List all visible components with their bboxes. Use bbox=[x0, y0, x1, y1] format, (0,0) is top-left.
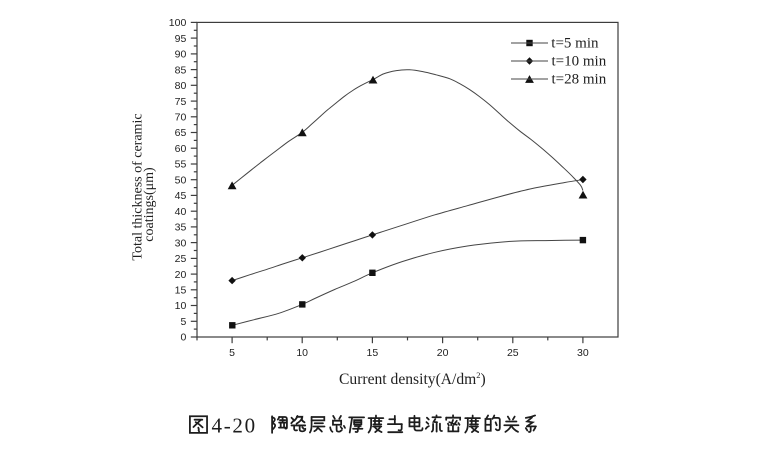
svg-text:70: 70 bbox=[175, 112, 187, 124]
svg-text:30: 30 bbox=[175, 237, 187, 249]
svg-text:25: 25 bbox=[507, 347, 519, 359]
svg-text:Current density(A/dm2): Current density(A/dm2) bbox=[339, 370, 486, 388]
svg-text:15: 15 bbox=[367, 347, 379, 359]
svg-text:60: 60 bbox=[175, 143, 187, 155]
svg-text:75: 75 bbox=[175, 96, 187, 108]
svg-text:20: 20 bbox=[175, 269, 187, 281]
svg-text:65: 65 bbox=[175, 127, 187, 139]
svg-text:35: 35 bbox=[175, 222, 187, 234]
svg-text:90: 90 bbox=[175, 49, 187, 61]
svg-text:5: 5 bbox=[229, 347, 235, 359]
svg-text:coatings(μm): coatings(μm) bbox=[142, 167, 157, 242]
svg-text:5: 5 bbox=[180, 316, 186, 328]
svg-text:15: 15 bbox=[175, 285, 187, 297]
svg-text:95: 95 bbox=[175, 33, 187, 45]
svg-text:10: 10 bbox=[296, 347, 308, 359]
svg-text:t=28 min: t=28 min bbox=[552, 72, 607, 88]
svg-text:100: 100 bbox=[169, 17, 187, 29]
svg-text:4-20: 4-20 bbox=[212, 414, 257, 438]
svg-text:85: 85 bbox=[175, 64, 187, 76]
svg-text:10: 10 bbox=[175, 300, 187, 312]
svg-text:55: 55 bbox=[175, 159, 187, 171]
svg-text:0: 0 bbox=[180, 332, 186, 344]
svg-text:50: 50 bbox=[175, 174, 187, 186]
svg-text:45: 45 bbox=[175, 190, 187, 202]
svg-text:20: 20 bbox=[437, 347, 449, 359]
svg-text:40: 40 bbox=[175, 206, 187, 218]
svg-text:Total thickness of ceramic: Total thickness of ceramic bbox=[131, 113, 146, 260]
svg-text:t=5 min: t=5 min bbox=[551, 36, 599, 52]
svg-text:80: 80 bbox=[175, 80, 187, 92]
svg-text:t=10 min: t=10 min bbox=[552, 54, 607, 70]
svg-text:25: 25 bbox=[175, 253, 187, 265]
svg-text:30: 30 bbox=[577, 347, 589, 359]
